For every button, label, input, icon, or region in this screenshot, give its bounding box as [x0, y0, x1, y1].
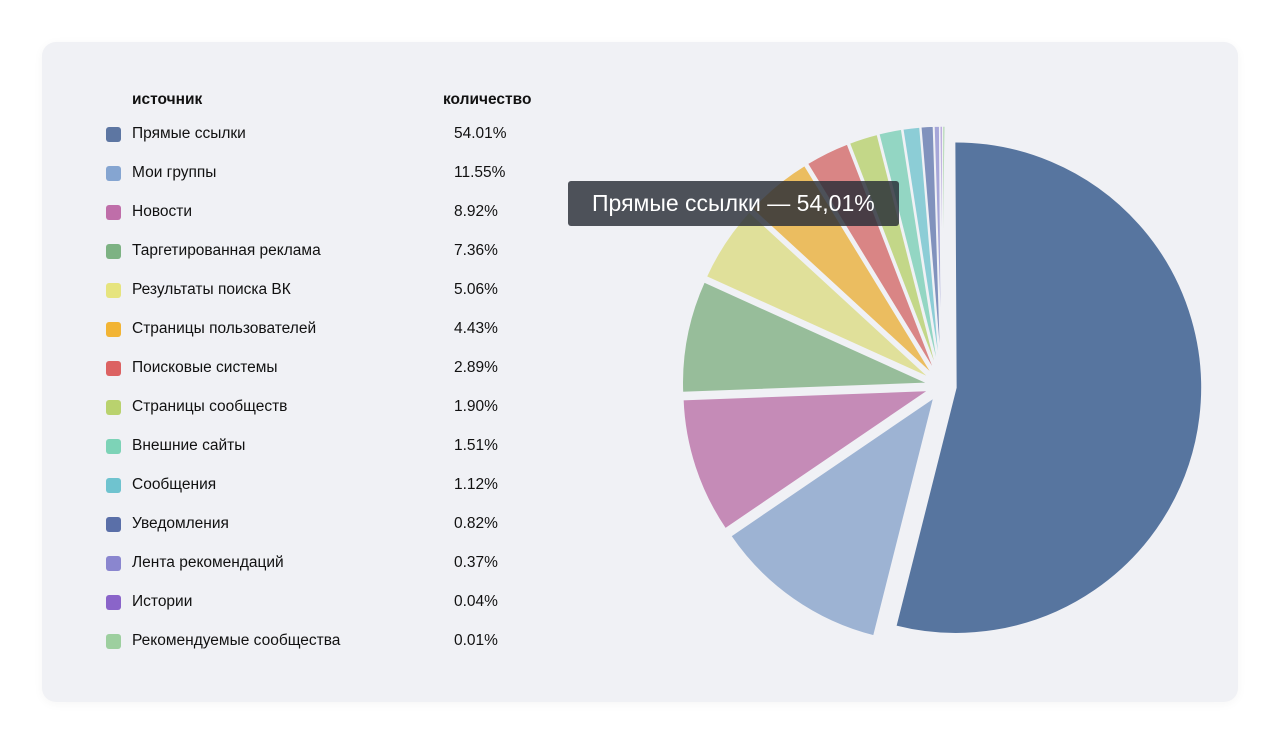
legend-row[interactable]: Страницы сообществ 1.90%: [106, 388, 576, 427]
legend-swatch: [106, 439, 121, 454]
legend-value: 4.43%: [454, 320, 498, 337]
legend-value: 5.06%: [454, 281, 498, 298]
legend-table: источник количество Прямые ссылки 54.01% М…: [42, 42, 602, 702]
header-source: источник: [132, 91, 203, 108]
legend-label: Страницы пользователей: [132, 320, 317, 337]
legend-label: Истории: [132, 593, 193, 610]
legend-swatch: [106, 166, 121, 181]
legend-swatch: [106, 634, 121, 649]
legend-swatch: [106, 127, 121, 142]
pie-slice[interactable]: [894, 140, 1203, 635]
legend-swatch: [106, 283, 121, 298]
legend-label: Таргетированная реклама: [132, 242, 321, 259]
legend-swatch: [106, 556, 121, 571]
legend-swatch: [106, 361, 121, 376]
legend-swatch: [106, 322, 121, 337]
legend-row[interactable]: Результаты поиска ВК 5.06%: [106, 271, 576, 310]
legend-value: 0.01%: [454, 632, 498, 649]
legend-swatch: [106, 205, 121, 220]
legend-row[interactable]: Прямые ссылки 54.01%: [106, 115, 576, 154]
legend-value: 0.04%: [454, 593, 498, 610]
legend-row[interactable]: Мои группы 11.55%: [106, 154, 576, 193]
legend-label: Сообщения: [132, 476, 217, 493]
legend-label: Лента рекомендаций: [132, 554, 284, 571]
pie-slice[interactable]: [901, 126, 942, 373]
legend-row[interactable]: Сообщения 1.12%: [106, 466, 576, 505]
legend-label: Рекомендуемые сообщества: [132, 632, 341, 649]
chart-tooltip: Прямые ссылки — 54,01%: [568, 181, 899, 226]
legend-value: 0.37%: [454, 554, 498, 571]
legend-swatch: [106, 478, 121, 493]
legend-value: 7.36%: [454, 242, 498, 259]
legend-label: Поисковые системы: [132, 359, 278, 376]
legend-header: источник количество: [132, 91, 602, 111]
legend-row[interactable]: Уведомления 0.82%: [106, 505, 576, 544]
pie-chart: [681, 125, 1203, 637]
pie-slice[interactable]: [729, 395, 936, 637]
pie-slice[interactable]: [681, 280, 929, 394]
header-count: количество: [443, 91, 532, 108]
legend-label: Новости: [132, 203, 193, 220]
legend-row[interactable]: Лента рекомендаций 0.37%: [106, 544, 576, 583]
legend-row[interactable]: Истории 0.04%: [106, 583, 576, 622]
legend-row[interactable]: Новости 8.92%: [106, 193, 576, 232]
legend-row[interactable]: Страницы пользователей 4.43%: [106, 310, 576, 349]
legend-label: Страницы сообществ: [132, 398, 288, 415]
legend-swatch: [106, 595, 121, 610]
legend-row[interactable]: Таргетированная реклама 7.36%: [106, 232, 576, 271]
legend-label: Мои группы: [132, 164, 217, 181]
legend-value: 2.89%: [454, 359, 498, 376]
legend-swatch: [106, 400, 121, 415]
legend-label: Уведомления: [132, 515, 229, 532]
legend-value: 1.51%: [454, 437, 498, 454]
legend-row[interactable]: Внешние сайты 1.51%: [106, 427, 576, 466]
legend-swatch: [106, 244, 121, 259]
pie-slice[interactable]: [682, 389, 932, 530]
legend-swatch: [106, 517, 121, 532]
legend-label: Прямые ссылки: [132, 125, 246, 142]
legend-label: Результаты поиска ВК: [132, 281, 291, 298]
legend-value: 54.01%: [454, 125, 507, 142]
legend-value: 11.55%: [454, 164, 506, 181]
legend-value: 1.12%: [454, 476, 498, 493]
legend-value: 0.82%: [454, 515, 498, 532]
pie-slice[interactable]: [941, 125, 946, 373]
legend-value: 1.90%: [454, 398, 498, 415]
chart-card: источник количество Прямые ссылки 54.01% М…: [42, 42, 1238, 702]
legend-row[interactable]: Поисковые системы 2.89%: [106, 349, 576, 388]
legend-label: Внешние сайты: [132, 437, 246, 454]
legend-value: 8.92%: [454, 203, 498, 220]
legend-row[interactable]: Рекомендуемые сообщества 0.01%: [106, 622, 576, 661]
